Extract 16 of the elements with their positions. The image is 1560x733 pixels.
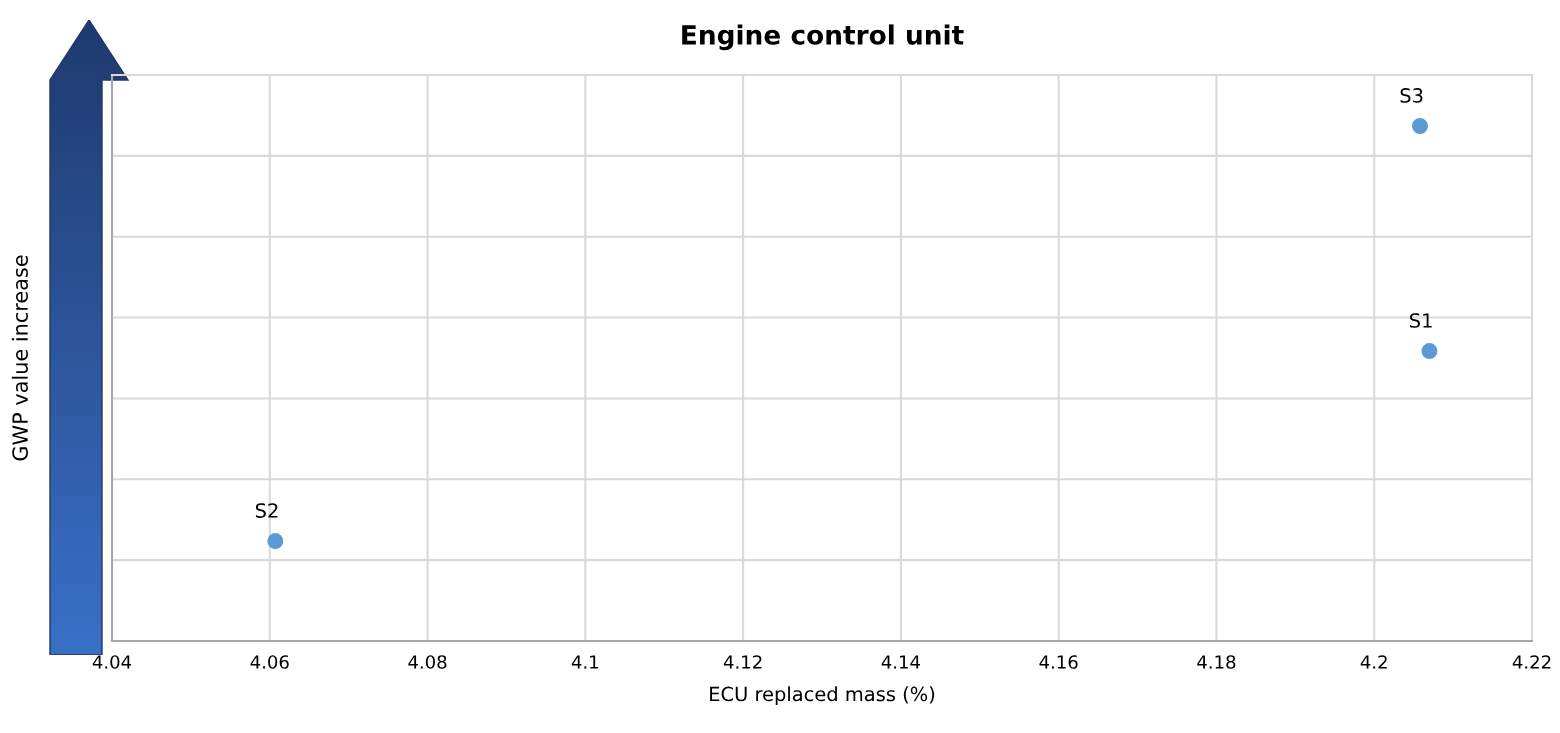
x-tick-label: 4.16	[1039, 655, 1078, 669]
annotation: S1	[1410, 313, 1432, 328]
x-tick-label: 4.12	[723, 655, 762, 669]
x-tick-label: 4.22	[1512, 655, 1551, 669]
annotation: S2	[255, 503, 278, 518]
x-tick-label: 4.04	[92, 655, 132, 669]
chart-title: Engine control unit	[682, 24, 964, 51]
x-tick-label: 4.1	[571, 655, 599, 669]
x-tick-label: 4.18	[1197, 655, 1236, 669]
x-tick-label: 4.06	[250, 655, 289, 669]
annotation: S3	[1400, 88, 1423, 103]
y-axis-title: GWP value increase	[11, 255, 28, 461]
x-axis-title: ECU replaced mass (%)	[710, 686, 935, 706]
x-tick-label: 4.14	[881, 655, 920, 669]
x-tick-label: 4.2	[1360, 655, 1387, 669]
x-tick-label: 4.08	[408, 655, 447, 669]
